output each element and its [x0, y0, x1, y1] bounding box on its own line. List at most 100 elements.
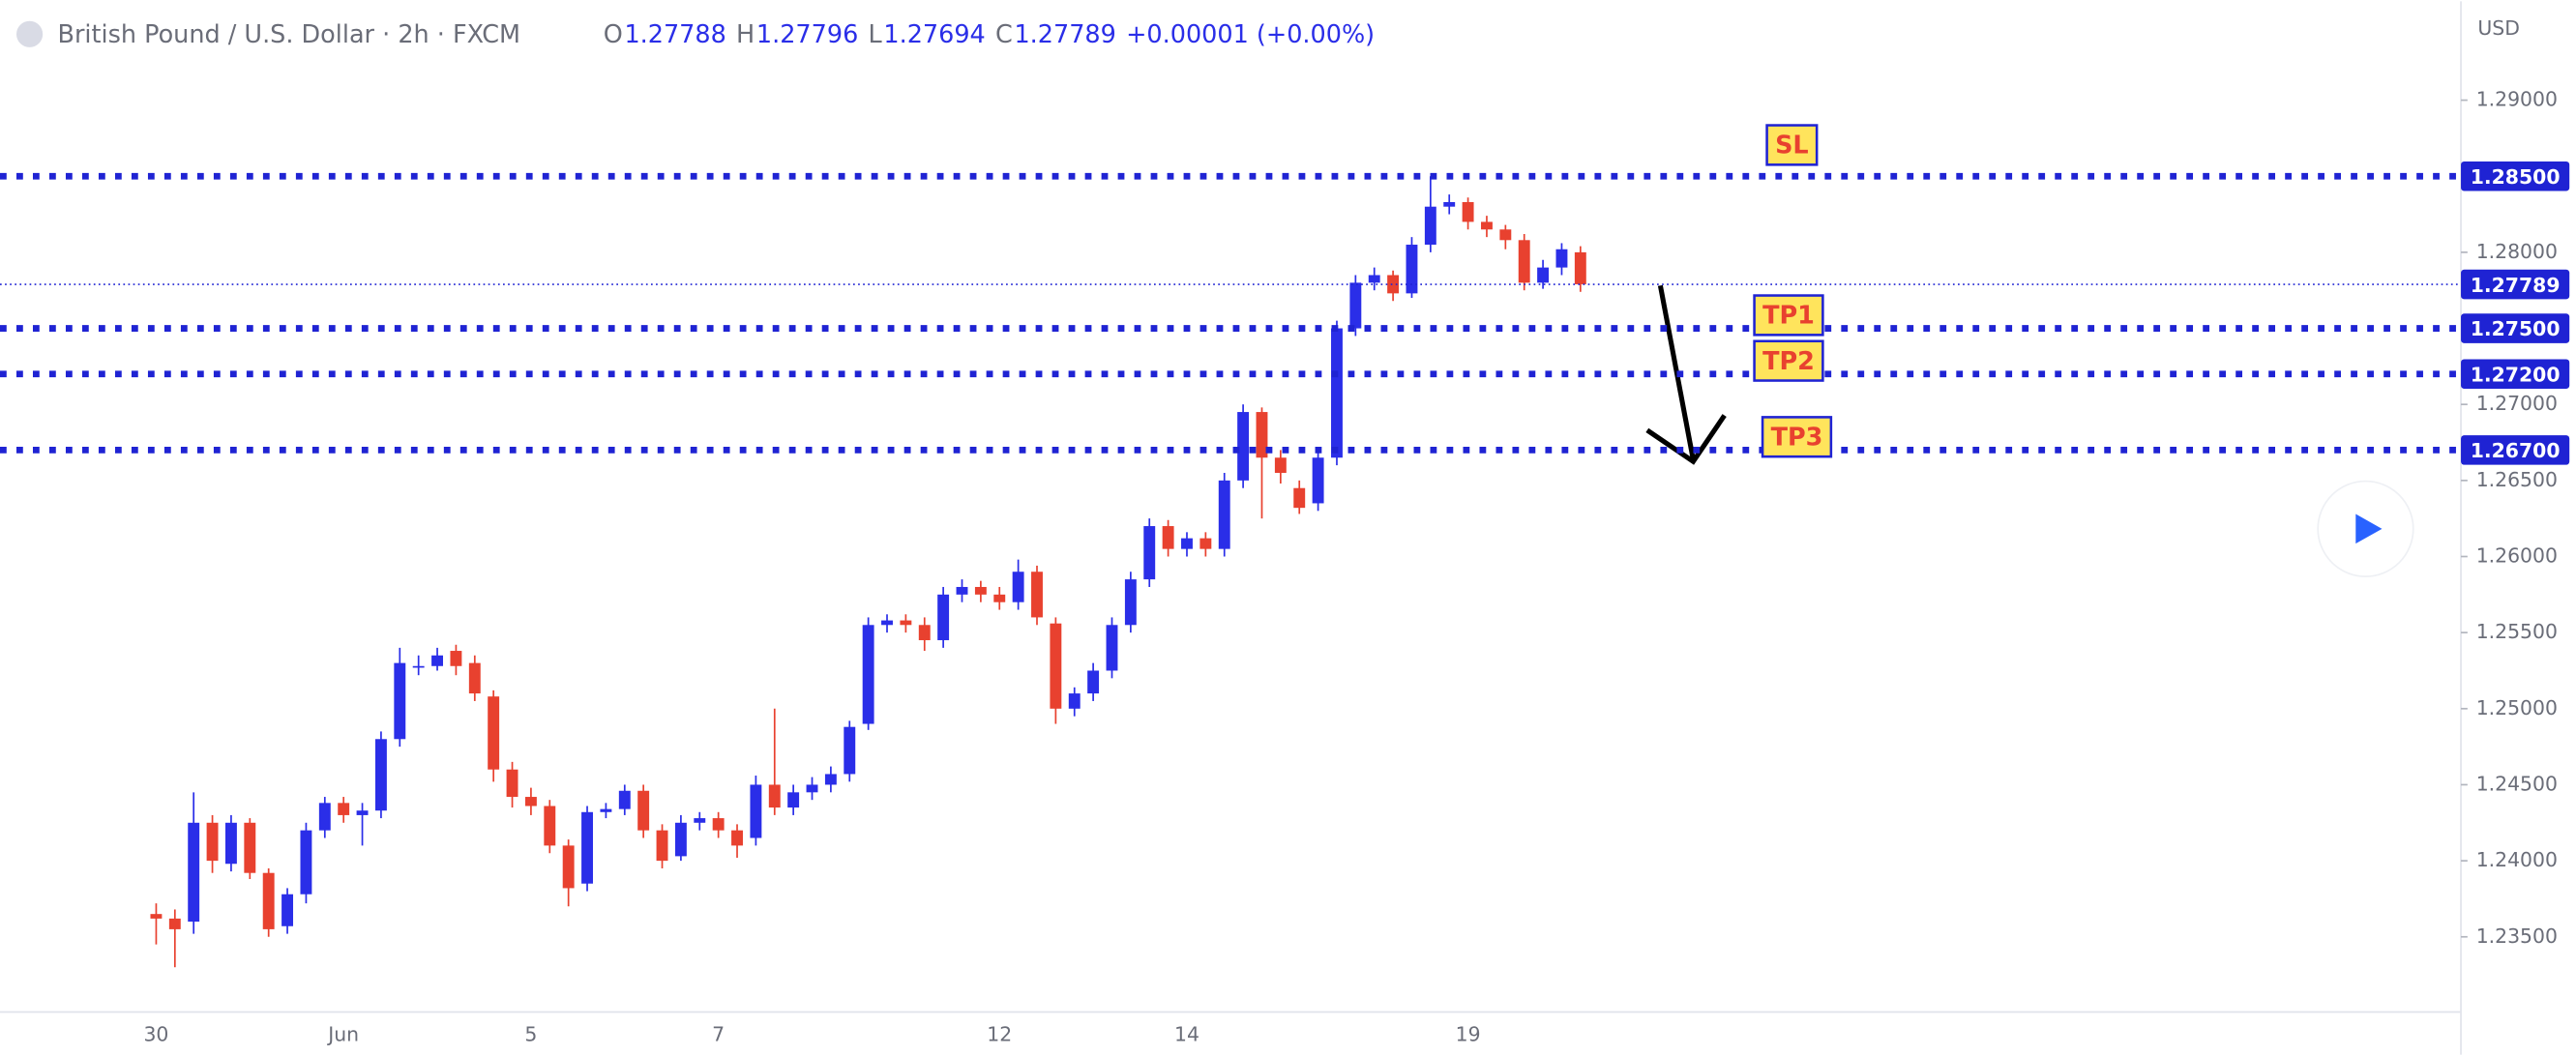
candle-body	[600, 808, 612, 812]
candle-body	[338, 803, 350, 815]
level-badge	[2461, 161, 2570, 191]
candle-body	[937, 594, 950, 641]
candle-body	[1293, 487, 1306, 509]
x-tick-label: 7	[712, 1022, 725, 1045]
level-tag-box	[1753, 339, 1824, 382]
play-icon[interactable]	[2355, 513, 2383, 544]
play-button[interactable]	[2317, 480, 2414, 577]
candle-body	[1518, 240, 1530, 283]
last-price-badge	[2461, 269, 2570, 300]
level-value-label: 1.27200	[2471, 363, 2561, 386]
candle-body	[768, 784, 781, 808]
candle-body	[1050, 623, 1062, 709]
y-tick-label: 1.28000	[2476, 240, 2558, 263]
candle-body	[168, 918, 181, 929]
candle-body	[468, 662, 481, 694]
level-tag-box	[1753, 294, 1824, 337]
level-value-label: 1.27500	[2471, 317, 2561, 340]
candle-body	[1106, 625, 1118, 671]
symbol-title: British Pound / U.S. Dollar · 2h · FXCM	[57, 20, 520, 49]
candle-body	[1162, 526, 1174, 549]
candle-body	[412, 665, 425, 668]
level-tag: TP1	[1762, 302, 1815, 331]
candle-body	[394, 662, 406, 740]
ohlc-value: 1.27789	[1014, 20, 1115, 49]
candle-body	[844, 726, 856, 775]
candle-body	[1574, 251, 1586, 284]
last-price-label: 1.27789	[2471, 274, 2561, 297]
level-tag-box	[1765, 124, 1819, 166]
candle-body	[618, 790, 631, 809]
ohlc-key: H	[736, 20, 755, 49]
candle-body	[1256, 412, 1268, 458]
candle-body	[281, 894, 294, 926]
candle-body	[300, 830, 312, 895]
candle-body	[862, 625, 874, 724]
change: +0.00001 (+0.00%)	[1126, 20, 1375, 49]
candle-body	[1012, 572, 1024, 602]
candle-body	[993, 594, 1006, 602]
ohlc-value: 1.27796	[756, 20, 858, 49]
candle-body	[1143, 526, 1156, 580]
level-tag: TP3	[1771, 423, 1823, 452]
candle-body	[1218, 480, 1230, 549]
ohlc-value: 1.27694	[883, 20, 985, 49]
candle-body	[1087, 670, 1100, 694]
candle-body	[150, 914, 163, 919]
candle-body	[637, 790, 650, 831]
symbol-icon	[15, 20, 44, 47]
candle-body	[1349, 282, 1362, 329]
candle-body	[787, 792, 800, 808]
candle-body	[188, 822, 200, 923]
level-badge	[2461, 313, 2570, 343]
candle-body	[1481, 221, 1493, 230]
candle-body	[356, 810, 369, 815]
candle-body	[1387, 275, 1400, 294]
candle-body	[1124, 579, 1137, 626]
candle-body	[824, 774, 837, 785]
candle-body	[1368, 275, 1380, 283]
candle-body	[656, 830, 668, 862]
x-tick-label: 14	[1174, 1022, 1199, 1045]
candle-body	[1031, 572, 1043, 618]
candle-body	[562, 845, 575, 889]
candle-body	[524, 797, 537, 807]
candle-body	[244, 822, 256, 873]
candle-body	[206, 822, 219, 862]
candle-body	[374, 739, 387, 811]
ohlc-legend: O 1.27788 H 1.27796 L 1.27694 C 1.27789 +0.00001…	[604, 20, 1375, 49]
candle-body	[1406, 245, 1418, 294]
y-tick-label: 1.23500	[2476, 924, 2558, 948]
level-tag-box	[1761, 416, 1833, 458]
x-tick-label: 5	[524, 1022, 537, 1045]
candle-body	[694, 818, 706, 823]
y-tick-label: 1.29000	[2476, 88, 2558, 111]
candle-body	[806, 784, 818, 793]
candle-body	[900, 620, 912, 626]
candle-body	[431, 655, 443, 666]
level-badge	[2461, 359, 2570, 390]
y-tick-label: 1.25000	[2476, 696, 2558, 719]
candle-body	[581, 811, 593, 884]
candle-body	[1499, 229, 1512, 241]
candle-body	[488, 696, 500, 770]
y-tick-label: 1.27000	[2476, 392, 2558, 415]
candle-body	[1462, 201, 1474, 222]
candle-body	[674, 822, 687, 857]
candle-body	[731, 830, 743, 846]
level-tag: SL	[1775, 132, 1809, 161]
candle-body	[506, 769, 518, 798]
candle-body	[1443, 201, 1456, 207]
candle-body	[1181, 538, 1193, 549]
candle-body	[1274, 457, 1287, 473]
candle-body	[1555, 249, 1568, 268]
candle-body	[918, 625, 931, 641]
x-tick-label: Jun	[326, 1022, 359, 1045]
candle-body	[1068, 693, 1081, 709]
y-tick-label: 1.24000	[2476, 848, 2558, 871]
candle-body	[262, 872, 275, 929]
candle-body	[974, 586, 987, 595]
y-tick-label: 1.24500	[2476, 772, 2558, 795]
